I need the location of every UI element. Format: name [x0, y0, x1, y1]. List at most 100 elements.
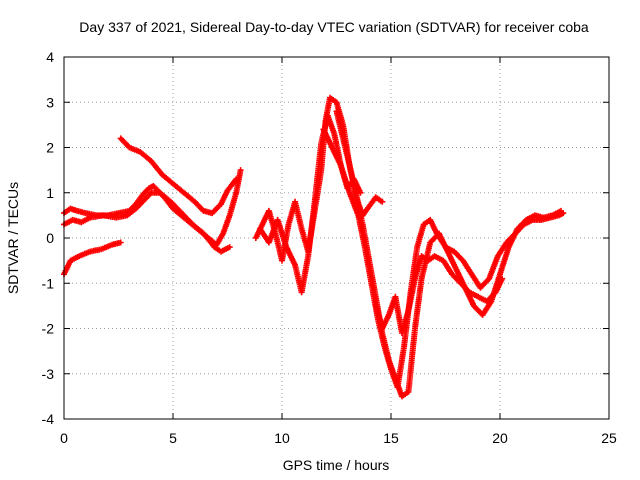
data-point — [374, 196, 377, 199]
data-point — [333, 132, 336, 136]
data-point — [551, 214, 554, 217]
data-point — [461, 259, 465, 262]
y-axis-label: SDTVAR / TECUs — [5, 182, 21, 294]
data-point — [516, 227, 519, 231]
x-tick-label: 0 — [60, 430, 68, 446]
data-point — [293, 263, 297, 267]
data-point — [119, 137, 122, 140]
data-point — [326, 114, 329, 118]
y-tick-label: 4 — [46, 49, 54, 65]
series-markers — [61, 189, 233, 255]
y-tick-label: 3 — [46, 94, 54, 110]
series-4 — [117, 135, 240, 217]
x-tick-label: 5 — [169, 430, 177, 446]
data-point — [134, 207, 138, 210]
y-axis-ticks: 4 3 2 1 0 -1 -2 -3 -4 — [42, 49, 609, 427]
data-point — [422, 223, 425, 226]
data-point — [344, 146, 347, 149]
data-point — [320, 141, 323, 145]
y-tick-label: -1 — [42, 275, 55, 291]
data-point — [400, 395, 404, 398]
data-point — [228, 245, 231, 249]
data-point — [261, 223, 264, 226]
data-point — [426, 259, 430, 262]
data-point — [374, 304, 377, 308]
data-point — [381, 327, 384, 330]
data-point — [180, 211, 183, 215]
data-point — [348, 191, 351, 194]
data-point — [239, 168, 242, 172]
data-point — [313, 200, 316, 203]
data-point — [437, 232, 441, 235]
y-tick-label: -4 — [42, 411, 55, 427]
data-point — [442, 259, 445, 262]
data-point — [143, 198, 146, 201]
plot-frame — [63, 56, 610, 420]
data-point — [485, 300, 489, 303]
data-point — [505, 241, 508, 244]
data-point — [559, 209, 563, 213]
y-tick-label: 1 — [46, 185, 54, 201]
data-point — [322, 128, 325, 131]
data-point — [381, 200, 384, 203]
data-point — [75, 209, 79, 213]
series-markers — [372, 253, 506, 336]
y-tick-label: 2 — [46, 140, 54, 156]
series-2 — [61, 189, 233, 255]
data-point — [300, 291, 303, 294]
data-point — [150, 159, 153, 163]
x-tick-label: 15 — [383, 430, 399, 446]
data-point — [339, 164, 343, 167]
data-point — [415, 245, 419, 249]
data-point — [193, 200, 196, 203]
data-point — [119, 241, 122, 244]
data-point — [407, 309, 410, 312]
data-point — [213, 245, 216, 249]
data-point — [387, 313, 391, 317]
data-point — [150, 191, 153, 194]
data-point — [287, 223, 290, 226]
data-point — [498, 273, 502, 276]
data-point — [359, 191, 362, 194]
data-point — [470, 273, 473, 276]
data-point — [71, 218, 74, 222]
data-point — [420, 254, 423, 258]
data-point — [306, 254, 310, 258]
series-markers — [333, 108, 564, 400]
series-9 — [372, 253, 506, 336]
data-point — [152, 184, 155, 188]
data-point — [500, 277, 504, 280]
data-point — [235, 191, 238, 194]
data-point — [368, 205, 371, 208]
data-point — [202, 209, 205, 213]
data-point — [394, 377, 397, 380]
data-point — [78, 254, 81, 258]
data-point — [459, 282, 462, 285]
data-point — [481, 313, 484, 317]
data-point — [126, 214, 129, 217]
data-point — [496, 254, 500, 258]
data-point — [128, 146, 131, 149]
data-point — [472, 304, 476, 308]
data-point — [533, 214, 537, 217]
data-point — [468, 291, 471, 294]
data-point — [69, 259, 72, 262]
data-point — [254, 236, 258, 240]
data-series — [61, 94, 567, 400]
data-point — [69, 207, 72, 210]
data-point — [429, 218, 432, 222]
data-point — [267, 209, 271, 213]
data-point — [191, 223, 194, 226]
data-point — [228, 214, 231, 217]
data-point — [276, 218, 279, 222]
data-point — [88, 250, 92, 253]
data-point — [413, 277, 417, 280]
data-point — [420, 277, 423, 280]
data-point — [477, 295, 480, 299]
data-point — [88, 216, 92, 219]
data-point — [394, 295, 397, 299]
data-point — [110, 243, 114, 246]
data-point — [267, 241, 271, 244]
x-tick-label: 25 — [601, 430, 617, 446]
